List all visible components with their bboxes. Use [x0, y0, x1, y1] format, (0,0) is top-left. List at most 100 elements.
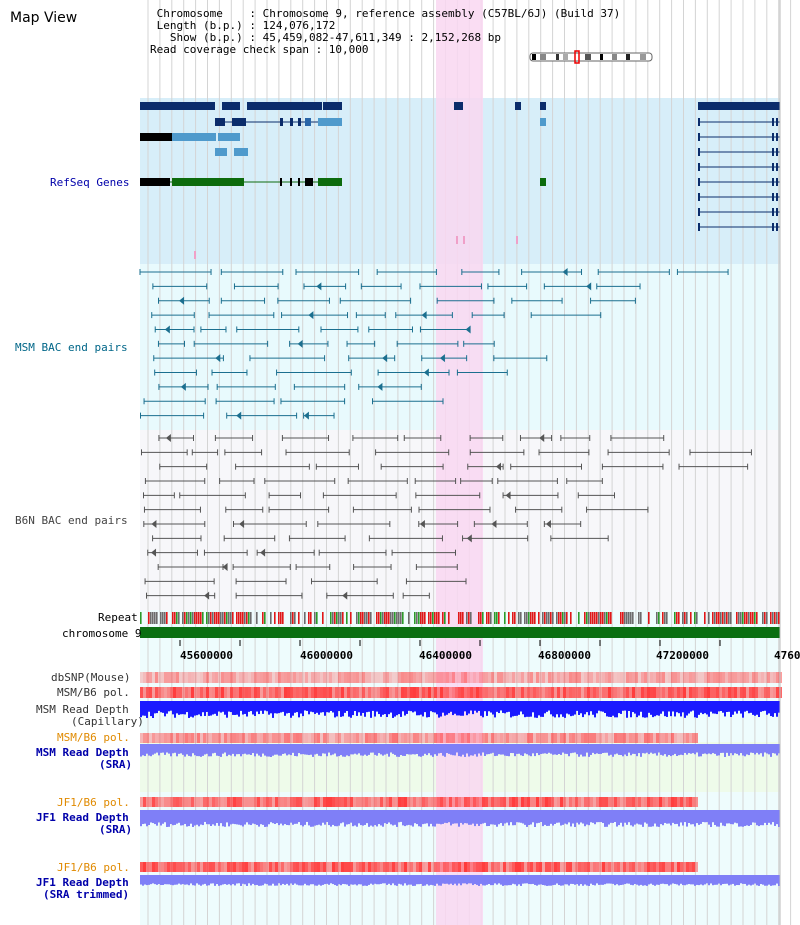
read-depth-bar [450, 810, 452, 826]
heat-cell [398, 797, 401, 807]
repeat-mark [416, 612, 418, 624]
heat-cell [626, 687, 629, 698]
heat-cell [764, 687, 767, 698]
heat-cell [527, 862, 530, 872]
heat-cell [722, 672, 725, 683]
read-depth-bar [496, 810, 498, 827]
heat-cell [416, 687, 419, 698]
read-depth-bar [772, 810, 774, 823]
read-depth-bar [218, 810, 220, 826]
read-depth-bar [618, 810, 620, 826]
heat-cell [254, 687, 257, 698]
heat-cell [164, 733, 167, 743]
heat-cell [719, 672, 722, 683]
axis-tick-label: 46400000 [419, 649, 472, 662]
read-depth-bar [710, 701, 712, 712]
heat-cell [506, 687, 509, 698]
heat-cell [143, 672, 146, 683]
heat-cell [776, 687, 779, 698]
heat-cell [644, 687, 647, 698]
heat-cell [278, 687, 281, 698]
heat-cell [146, 672, 149, 683]
read-depth-bar [486, 744, 488, 755]
heat-cell [770, 672, 773, 683]
heat-cell [299, 862, 302, 872]
read-depth-bar [418, 744, 420, 757]
heat-cell [203, 862, 206, 872]
jf1-read-depth-sra-sublabel: (SRA) [99, 823, 133, 836]
read-depth-bar [466, 810, 468, 824]
heat-cell [200, 733, 203, 743]
read-depth-bar [548, 701, 550, 711]
repeat-mark [524, 612, 526, 624]
repeat-mark [712, 612, 714, 624]
repeat-mark [684, 612, 686, 624]
heat-cell [371, 797, 374, 807]
read-depth-bar [546, 744, 548, 754]
read-depth-bar [186, 701, 188, 713]
read-depth-bar [144, 744, 146, 757]
read-depth-bar [234, 875, 236, 886]
heat-cell [689, 687, 692, 698]
heat-cell [281, 687, 284, 698]
repeat-mark [380, 612, 382, 624]
read-depth-bar [680, 744, 682, 755]
repeat-mark [742, 612, 744, 624]
heat-cell [155, 862, 158, 872]
heat-cell [239, 733, 242, 743]
b6n-bac-end-pairs-label[interactable]: B6N BAC end pairs [15, 514, 128, 527]
heat-cell [353, 733, 356, 743]
heat-cell [725, 672, 728, 683]
heat-cell [206, 687, 209, 698]
heat-cell [596, 687, 599, 698]
read-depth-bar [398, 701, 400, 715]
heat-cell [635, 672, 638, 683]
heat-cell [680, 733, 683, 743]
read-depth-bar [422, 810, 424, 825]
repeat-mark [240, 612, 242, 624]
heat-cell [209, 797, 212, 807]
heat-cell [479, 733, 482, 743]
heat-cell [371, 862, 374, 872]
heat-cell [515, 672, 518, 683]
heat-cell [188, 687, 191, 698]
ideogram-position-marker [574, 50, 580, 64]
heat-cell [620, 797, 623, 807]
heat-cell [674, 672, 677, 683]
heat-cell [698, 687, 701, 698]
gene-exon [305, 178, 313, 186]
read-depth-bar [740, 875, 742, 884]
read-depth-bar [260, 701, 262, 711]
repeat-mark [210, 612, 212, 624]
read-depth-bar [684, 744, 686, 753]
refseq-genes-label[interactable]: RefSeq Genes [50, 176, 130, 189]
repeat-mark [704, 612, 706, 624]
msm-bac-end-pairs-label[interactable]: MSM BAC end pairs [15, 341, 128, 354]
heat-cell [602, 733, 605, 743]
read-depth-bar [750, 744, 752, 753]
read-depth-bar [318, 701, 320, 715]
read-depth-bar [710, 810, 712, 827]
repeat-mark [278, 612, 280, 624]
read-depth-bar [556, 810, 558, 823]
heat-cell [518, 733, 521, 743]
read-depth-bar [572, 875, 574, 884]
read-depth-bar [262, 875, 264, 886]
repeat-mark [594, 612, 596, 624]
heat-cell [365, 862, 368, 872]
heat-cell [251, 797, 254, 807]
repeat-mark [556, 612, 558, 624]
heat-cell [683, 672, 686, 683]
read-depth-bar [212, 810, 214, 825]
heat-cell [257, 672, 260, 683]
read-depth-bar [164, 744, 166, 755]
heat-cell [641, 687, 644, 698]
read-depth-bar [578, 744, 580, 757]
heat-cell [668, 733, 671, 743]
heat-cell [176, 862, 179, 872]
read-depth-bar [716, 744, 718, 756]
heat-cell [311, 672, 314, 683]
read-depth-bar [198, 744, 200, 757]
heat-cell [266, 672, 269, 683]
